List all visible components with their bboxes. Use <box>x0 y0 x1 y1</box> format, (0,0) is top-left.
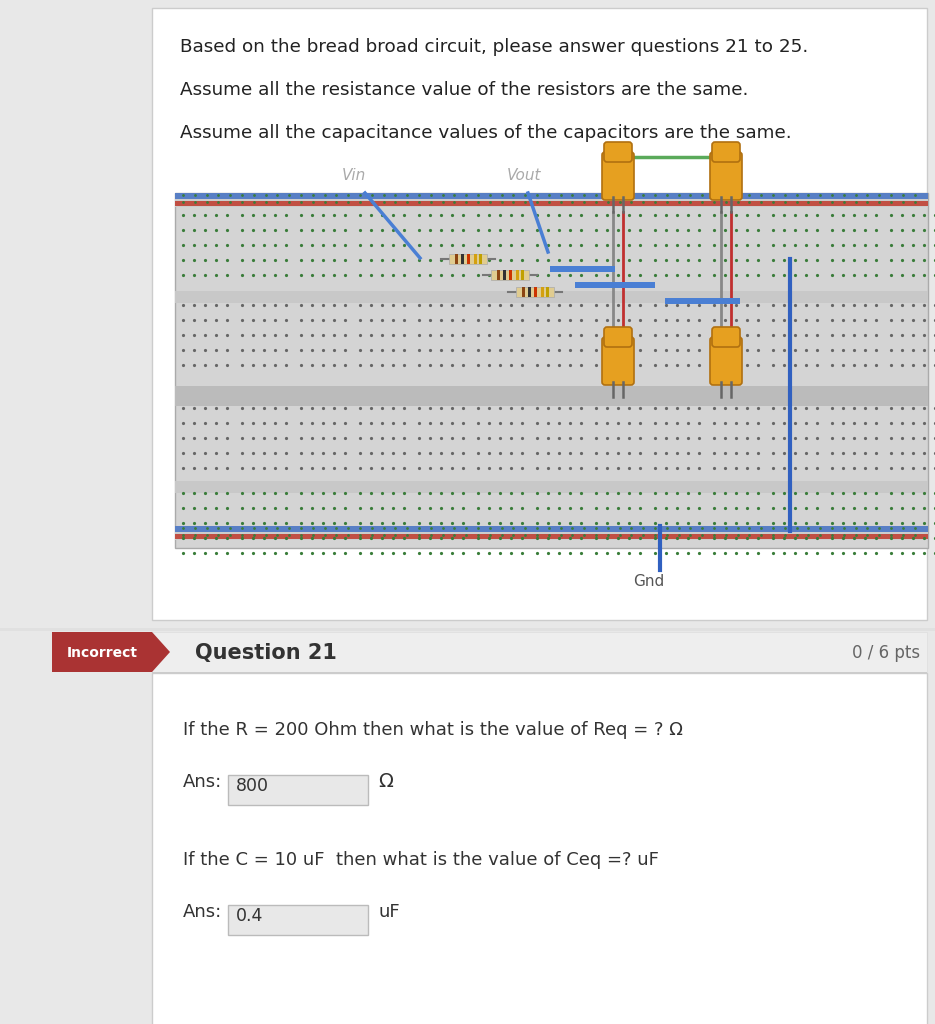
Bar <box>521 270 524 280</box>
Bar <box>175 291 928 303</box>
Bar <box>175 193 928 199</box>
FancyBboxPatch shape <box>712 327 740 347</box>
Text: Gnd: Gnd <box>633 574 664 589</box>
Bar <box>541 287 544 297</box>
Bar <box>665 298 740 304</box>
Bar <box>175 526 928 540</box>
Bar <box>479 254 482 264</box>
Bar <box>152 632 927 672</box>
Text: Assume all the capacitance values of the capacitors are the same.: Assume all the capacitance values of the… <box>180 124 792 142</box>
Bar <box>491 270 529 280</box>
Bar <box>175 193 928 207</box>
FancyBboxPatch shape <box>710 152 742 200</box>
Text: 0.4: 0.4 <box>236 907 264 925</box>
Bar <box>228 905 368 935</box>
Bar <box>528 287 531 297</box>
Bar <box>516 287 554 297</box>
Text: Ans:: Ans: <box>183 773 223 791</box>
Bar <box>546 287 549 297</box>
Bar <box>175 534 928 539</box>
Bar <box>152 8 927 620</box>
Text: Incorrect: Incorrect <box>66 646 137 660</box>
Bar <box>0 628 935 631</box>
Bar <box>175 386 928 406</box>
Text: If the R = 200 Ohm then what is the value of Req = ? Ω: If the R = 200 Ohm then what is the valu… <box>183 721 683 739</box>
Bar <box>175 526 928 532</box>
FancyBboxPatch shape <box>710 337 742 385</box>
Text: 800: 800 <box>236 777 269 795</box>
Bar <box>175 193 928 548</box>
Text: Assume all the resistance value of the resistors are the same.: Assume all the resistance value of the r… <box>180 81 748 99</box>
Bar <box>175 201 928 206</box>
Bar <box>152 673 927 1024</box>
Text: Based on the bread broad circuit, please answer questions 21 to 25.: Based on the bread broad circuit, please… <box>180 38 808 56</box>
Text: Vout: Vout <box>507 168 541 183</box>
Bar <box>497 270 500 280</box>
Text: uF: uF <box>378 903 399 921</box>
Text: Ω: Ω <box>378 772 393 791</box>
FancyBboxPatch shape <box>712 142 740 162</box>
Bar <box>534 287 537 297</box>
Bar <box>175 481 928 493</box>
Bar <box>455 254 458 264</box>
Bar <box>461 254 464 264</box>
Bar <box>467 254 470 264</box>
Bar <box>503 270 506 280</box>
Text: If the C = 10 uF  then what is the value of Ceq =? uF: If the C = 10 uF then what is the value … <box>183 851 659 869</box>
Text: Ans:: Ans: <box>183 903 223 921</box>
FancyBboxPatch shape <box>604 142 632 162</box>
FancyBboxPatch shape <box>604 327 632 347</box>
Text: Vin: Vin <box>342 168 367 183</box>
Bar <box>52 632 152 672</box>
FancyBboxPatch shape <box>602 337 634 385</box>
Bar <box>449 254 487 264</box>
Bar <box>228 775 368 805</box>
Bar <box>509 270 512 280</box>
Bar <box>522 287 525 297</box>
Bar <box>474 254 477 264</box>
Bar <box>575 282 655 288</box>
Text: Question 21: Question 21 <box>195 643 337 663</box>
Bar <box>516 270 519 280</box>
Bar <box>550 266 615 272</box>
Text: 0 / 6 pts: 0 / 6 pts <box>852 644 920 662</box>
FancyBboxPatch shape <box>602 152 634 200</box>
Polygon shape <box>152 632 170 672</box>
